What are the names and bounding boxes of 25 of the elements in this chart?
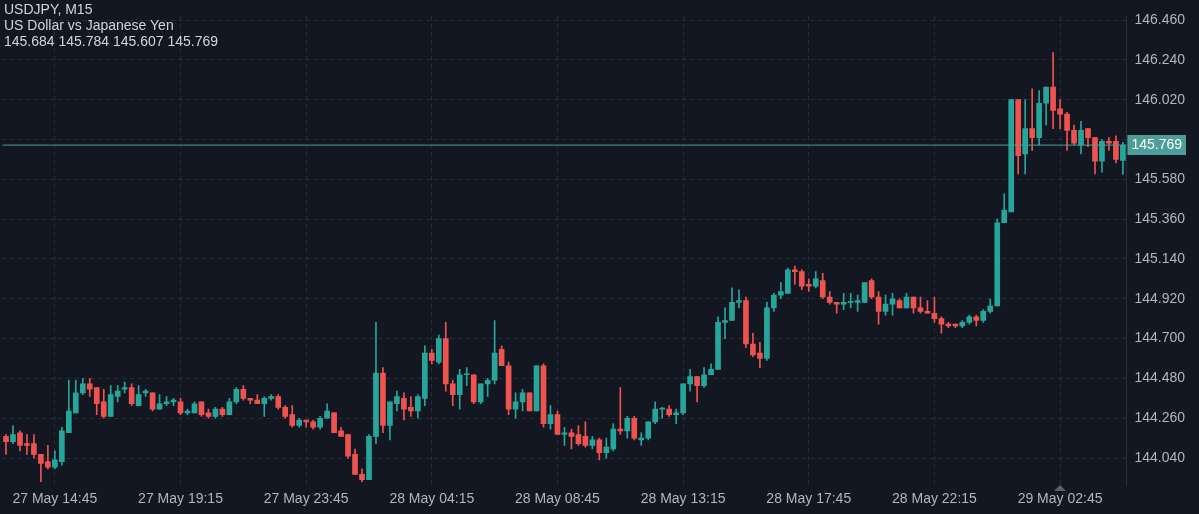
y-tick-label: 145.360 bbox=[1134, 209, 1186, 226]
y-tick-label: 146.460 bbox=[1134, 10, 1186, 27]
x-tick-label: 28 May 08:45 bbox=[515, 490, 601, 507]
chart-subtitle: US Dollar vs Japanese Yen bbox=[4, 17, 175, 33]
x-tick-label: 28 May 17:45 bbox=[766, 490, 852, 507]
ref-line-label: 145.769 bbox=[1131, 135, 1183, 152]
y-tick-label: 144.260 bbox=[1134, 409, 1186, 426]
x-tick-label: 29 May 02:45 bbox=[1017, 490, 1103, 507]
chart-title: USDJPY, M15 bbox=[4, 1, 94, 17]
y-tick-label: 145.580 bbox=[1134, 170, 1186, 187]
y-tick-label: 144.700 bbox=[1134, 329, 1186, 346]
x-tick-label: 28 May 04:15 bbox=[389, 490, 475, 507]
x-tick-label: 27 May 19:15 bbox=[138, 490, 224, 507]
x-tick-label: 28 May 13:15 bbox=[640, 490, 726, 507]
y-tick-label: 144.480 bbox=[1134, 369, 1186, 386]
y-tick-label: 145.140 bbox=[1134, 249, 1186, 266]
annotation: 145.684 145.784 145.607 145.769 bbox=[4, 33, 219, 49]
y-tick-label: 146.240 bbox=[1134, 50, 1186, 67]
y-tick-label: 144.040 bbox=[1134, 448, 1186, 465]
x-tick-label: 28 May 22:15 bbox=[892, 490, 978, 507]
y-tick-label: 144.920 bbox=[1134, 289, 1186, 306]
y-tick-label: 146.020 bbox=[1134, 90, 1186, 107]
candlestick bbox=[1029, 88, 1035, 151]
x-tick-label: 27 May 14:45 bbox=[12, 490, 98, 507]
x-tick-label: 27 May 23:45 bbox=[263, 490, 349, 507]
